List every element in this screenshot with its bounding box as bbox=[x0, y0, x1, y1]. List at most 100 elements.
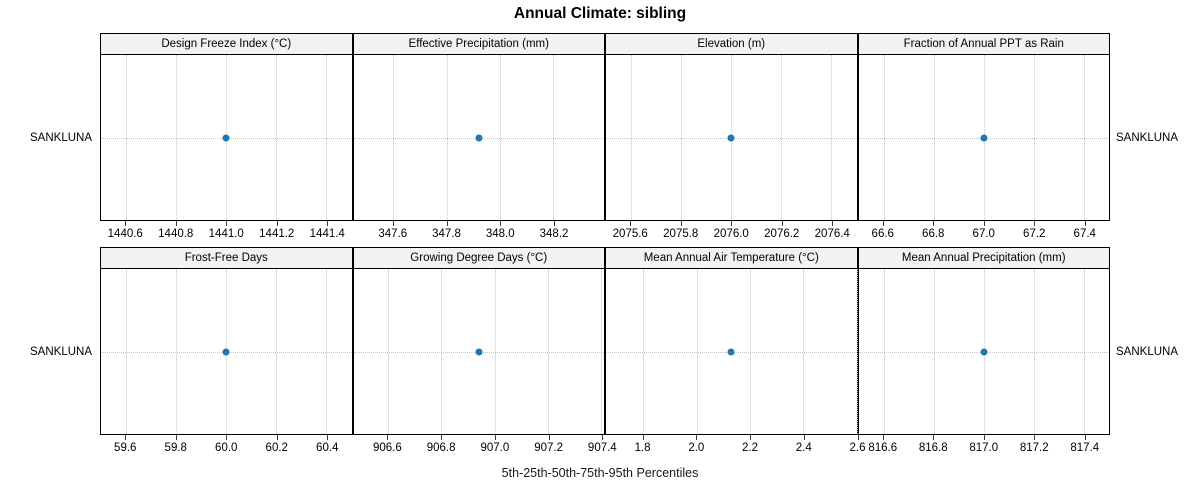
tick-label: 2.0 bbox=[688, 442, 705, 454]
strip-title: Elevation (m) bbox=[697, 38, 766, 50]
tick-label: 60.0 bbox=[215, 442, 238, 454]
strip-title: Mean Annual Precipitation (mm) bbox=[901, 252, 1066, 264]
x-axis: 59.6 59.8 60.0 60.2 60.4 bbox=[100, 435, 353, 461]
gridline-vertical bbox=[856, 269, 858, 434]
tick-mark bbox=[642, 435, 644, 440]
plot-panel bbox=[352, 55, 605, 221]
panel-group: Design Freeze Index (°C) 1440.6 1440.8 1441… bbox=[100, 33, 1110, 247]
tick-mark bbox=[983, 221, 985, 226]
strip-title: Growing Degree Days (°C) bbox=[410, 252, 548, 264]
strip-title: Frost-Free Days bbox=[184, 252, 268, 264]
data-point bbox=[980, 348, 988, 355]
data-point bbox=[475, 134, 483, 141]
y-axis-label-right: SANKLUNA bbox=[1110, 33, 1200, 247]
y-axis-label-left: SANKLUNA bbox=[0, 247, 100, 461]
data-point bbox=[475, 348, 483, 355]
tick-mark bbox=[832, 221, 834, 226]
tick-mark bbox=[175, 221, 177, 226]
x-axis: 1440.6 1440.8 1441.0 1441.2 1441.4 bbox=[100, 221, 353, 247]
tick-mark bbox=[553, 221, 555, 226]
data-point bbox=[727, 134, 735, 141]
data-point bbox=[727, 348, 735, 355]
panel-strip: Growing Degree Days (°C) bbox=[352, 247, 605, 269]
panel-column: Frost-Free Days 59.6 59.8 60.0 60.2 60.4 bbox=[100, 247, 353, 461]
plot-panel bbox=[857, 269, 1110, 435]
tick-mark bbox=[494, 435, 496, 440]
panel-column: Effective Precipitation (mm) 347.6 347.8 34… bbox=[352, 33, 606, 247]
panel-column: Fraction of Annual PPT as Rain 66.6 66.8 67… bbox=[857, 33, 1110, 247]
panel-strip: Frost-Free Days bbox=[100, 247, 353, 269]
tick-label: 67.2 bbox=[1023, 228, 1046, 240]
y-axis-label-right: SANKLUNA bbox=[1110, 247, 1200, 461]
strip-title: Mean Annual Air Temperature (°C) bbox=[643, 252, 819, 264]
tick-mark bbox=[750, 435, 752, 440]
tick-label: 816.6 bbox=[868, 442, 898, 454]
tick-label: 2076.4 bbox=[814, 228, 850, 240]
tick-label: 67.0 bbox=[972, 228, 995, 240]
tick-label: 347.8 bbox=[432, 228, 461, 240]
tick-label: 60.4 bbox=[316, 442, 339, 454]
tick-mark bbox=[731, 221, 733, 226]
tick-label: 817.0 bbox=[969, 442, 999, 454]
plot-panel bbox=[100, 269, 353, 435]
tick-mark bbox=[882, 221, 884, 226]
tick-mark bbox=[125, 221, 127, 226]
panel-strip: Elevation (m) bbox=[605, 33, 858, 55]
plot-panel bbox=[100, 55, 353, 221]
tick-mark bbox=[226, 221, 228, 226]
tick-mark bbox=[327, 435, 329, 440]
tick-mark bbox=[933, 221, 935, 226]
tick-mark bbox=[1034, 435, 1036, 440]
tick-label: 2075.8 bbox=[663, 228, 699, 240]
tick-mark bbox=[803, 435, 805, 440]
tick-mark bbox=[1034, 221, 1036, 226]
tick-label: 2075.6 bbox=[612, 228, 648, 240]
tick-mark bbox=[680, 221, 682, 226]
x-axis: 816.6 816.8 817.0 817.2 817.4 bbox=[858, 435, 1111, 461]
tick-label: 1440.8 bbox=[158, 228, 194, 240]
x-axis: 2075.6 2075.8 2076.0 2076.2 2076.4 bbox=[605, 221, 858, 247]
strip-title: Effective Precipitation (mm) bbox=[408, 38, 549, 50]
tick-mark bbox=[882, 435, 884, 440]
x-axis: 906.6 906.8 907.0 907.2 907.4 bbox=[353, 435, 617, 461]
panel-column: Mean Annual Air Temperature (°C) 1.8 2.0 2.… bbox=[605, 247, 866, 461]
tick-label: 1440.6 bbox=[107, 228, 143, 240]
tick-label: 348.2 bbox=[539, 228, 569, 240]
y-category-label: SANKLUNA bbox=[30, 346, 92, 358]
trellis-row: SANKLUNA Frost-Free Days 59.6 59.8 60.0 60.2 6… bbox=[0, 247, 1200, 461]
tick-label: 348.0 bbox=[485, 228, 515, 240]
panel-strip: Design Freeze Index (°C) bbox=[100, 33, 353, 55]
panel-strip: Mean Annual Air Temperature (°C) bbox=[605, 247, 858, 269]
tick-label: 347.6 bbox=[378, 228, 408, 240]
y-category-label: SANKLUNA bbox=[30, 132, 92, 144]
tick-mark bbox=[446, 221, 448, 226]
tick-label: 59.6 bbox=[114, 442, 137, 454]
tick-mark bbox=[781, 221, 783, 226]
tick-mark bbox=[226, 435, 228, 440]
plot-panel bbox=[605, 55, 858, 221]
panel-column: Design Freeze Index (°C) 1440.6 1440.8 1441… bbox=[100, 33, 353, 247]
tick-label: 2.4 bbox=[795, 442, 812, 454]
panel-column: Mean Annual Precipitation (mm) 816.6 816.8… bbox=[857, 247, 1111, 461]
tick-label: 1441.4 bbox=[309, 228, 345, 240]
chart-title: Annual Climate: sibling bbox=[513, 5, 687, 22]
tick-mark bbox=[548, 435, 550, 440]
data-point bbox=[222, 134, 230, 141]
panel-strip: Mean Annual Precipitation (mm) bbox=[857, 247, 1110, 269]
tick-label: 817.4 bbox=[1070, 442, 1100, 454]
tick-label: 906.6 bbox=[373, 442, 402, 454]
y-axis-label-left: SANKLUNA bbox=[0, 33, 100, 247]
tick-label: 67.4 bbox=[1073, 228, 1096, 240]
tick-mark bbox=[696, 435, 698, 440]
plot-panel bbox=[352, 269, 605, 435]
panel-strip: Effective Precipitation (mm) bbox=[352, 33, 605, 55]
panel-column: Growing Degree Days (°C) 906.6 906.8 907.0 9… bbox=[352, 247, 617, 461]
y-category-label: SANKLUNA bbox=[1116, 132, 1178, 144]
tick-mark bbox=[857, 435, 859, 440]
tick-mark bbox=[630, 221, 632, 226]
x-axis: 347.6 347.8 348.0 348.2 bbox=[353, 221, 606, 247]
y-category-label: SANKLUNA bbox=[1116, 346, 1178, 358]
panel-group: Frost-Free Days 59.6 59.8 60.0 60.2 60.4 Growi… bbox=[100, 247, 1110, 461]
tick-label: 1.8 bbox=[634, 442, 651, 454]
